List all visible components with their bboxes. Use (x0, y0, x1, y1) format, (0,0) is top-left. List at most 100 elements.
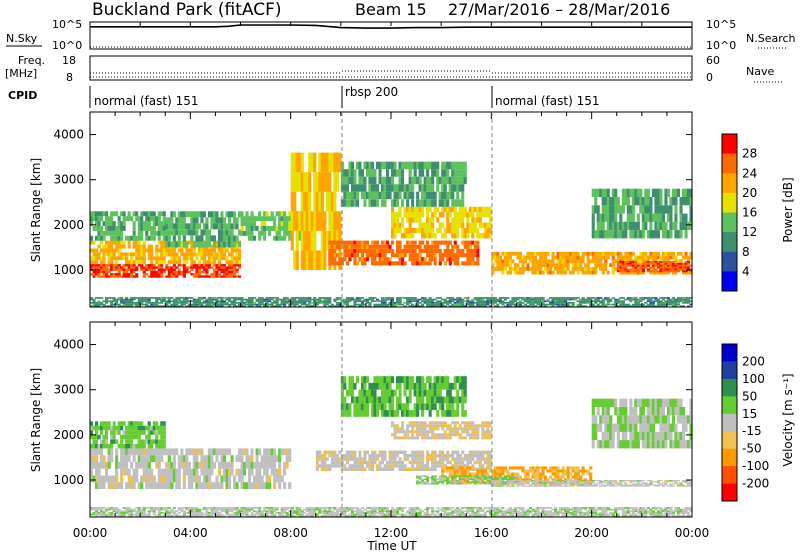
data-cell (682, 262, 686, 265)
data-cell (556, 305, 560, 307)
data-cell (649, 305, 653, 307)
data-cell (270, 226, 274, 231)
data-cell (162, 443, 166, 449)
data-cell (636, 268, 640, 271)
data-cell (631, 261, 635, 263)
data-cell (125, 298, 129, 301)
data-cell (222, 256, 226, 261)
data-cell (157, 256, 161, 261)
data-cell (551, 263, 555, 267)
data-cell (165, 252, 169, 257)
data-cell (679, 297, 683, 299)
data-cell (594, 197, 598, 206)
data-cell (222, 223, 226, 230)
data-cell (629, 261, 633, 263)
data-cell (551, 270, 555, 275)
data-cell (197, 235, 201, 242)
data-cell (418, 460, 422, 465)
data-cell (446, 191, 450, 200)
data-cell (398, 253, 402, 258)
data-cell (175, 266, 179, 269)
data-cell (100, 230, 104, 236)
data-cell (516, 303, 520, 306)
data-cell (453, 233, 457, 239)
data-cell (581, 251, 585, 256)
data-cell (245, 482, 249, 489)
data-cell (436, 184, 440, 192)
data-cell (160, 266, 164, 269)
data-cell (130, 461, 134, 469)
data-cell (105, 221, 109, 226)
data-cell (651, 261, 655, 263)
data-cell (345, 244, 349, 249)
data-cell (596, 188, 600, 197)
data-cell (534, 259, 538, 264)
colorbar-swatch (722, 153, 737, 174)
data-cell (150, 475, 154, 483)
data-cell (478, 424, 482, 428)
data-cell (441, 469, 445, 473)
data-cell (187, 482, 191, 489)
data-cell (456, 472, 460, 476)
data-cell (418, 430, 422, 434)
data-cell (212, 303, 216, 306)
data-cell (433, 261, 437, 266)
data-cell (471, 303, 475, 306)
data-cell (669, 270, 673, 273)
data-cell (100, 430, 104, 435)
data-cell (217, 275, 221, 278)
data-cell (561, 300, 565, 303)
data-cell (155, 434, 159, 440)
data-cell (634, 298, 638, 301)
data-cell (601, 267, 605, 271)
data-cell (513, 251, 517, 256)
data-cell (671, 251, 675, 256)
data-cell (411, 297, 415, 299)
data-cell (604, 267, 608, 271)
data-cell (157, 226, 161, 231)
data-cell (320, 172, 324, 192)
data-cell (120, 256, 124, 261)
data-cell (676, 259, 680, 264)
data-cell (473, 436, 477, 440)
data-cell (446, 217, 450, 223)
data-cell (471, 253, 475, 258)
data-cell (581, 469, 585, 473)
data-cell (636, 270, 640, 275)
data-cell (687, 261, 691, 263)
data-cell (383, 176, 387, 185)
data-cell (152, 268, 156, 271)
data-cell (624, 255, 628, 260)
data-cell (145, 248, 149, 253)
data-cell (431, 227, 435, 234)
data-cell (127, 300, 131, 303)
data-cell (416, 436, 420, 440)
data-cell (330, 248, 334, 253)
data-cell (370, 176, 374, 185)
data-cell (679, 262, 683, 265)
data-cell (340, 240, 344, 245)
data-cell (225, 229, 229, 236)
data-cell (220, 300, 224, 303)
data-cell (283, 461, 287, 469)
data-cell (280, 226, 284, 231)
data-cell (473, 222, 477, 228)
colorbar-tick-label: 20 (742, 186, 757, 200)
data-cell (320, 467, 324, 471)
data-cell (265, 475, 269, 483)
data-cell (574, 475, 578, 479)
data-cell (476, 457, 480, 461)
data-cell (478, 297, 482, 299)
data-cell (165, 297, 169, 299)
data-cell (313, 305, 317, 307)
data-cell (478, 450, 482, 454)
data-cell (142, 475, 146, 483)
data-cell (373, 248, 377, 253)
data-cell (195, 275, 199, 278)
data-cell (120, 252, 124, 257)
data-cell (152, 221, 156, 226)
data-cell (421, 227, 425, 234)
data-cell (428, 257, 432, 262)
data-cell (260, 455, 264, 462)
data-cell (240, 297, 244, 299)
